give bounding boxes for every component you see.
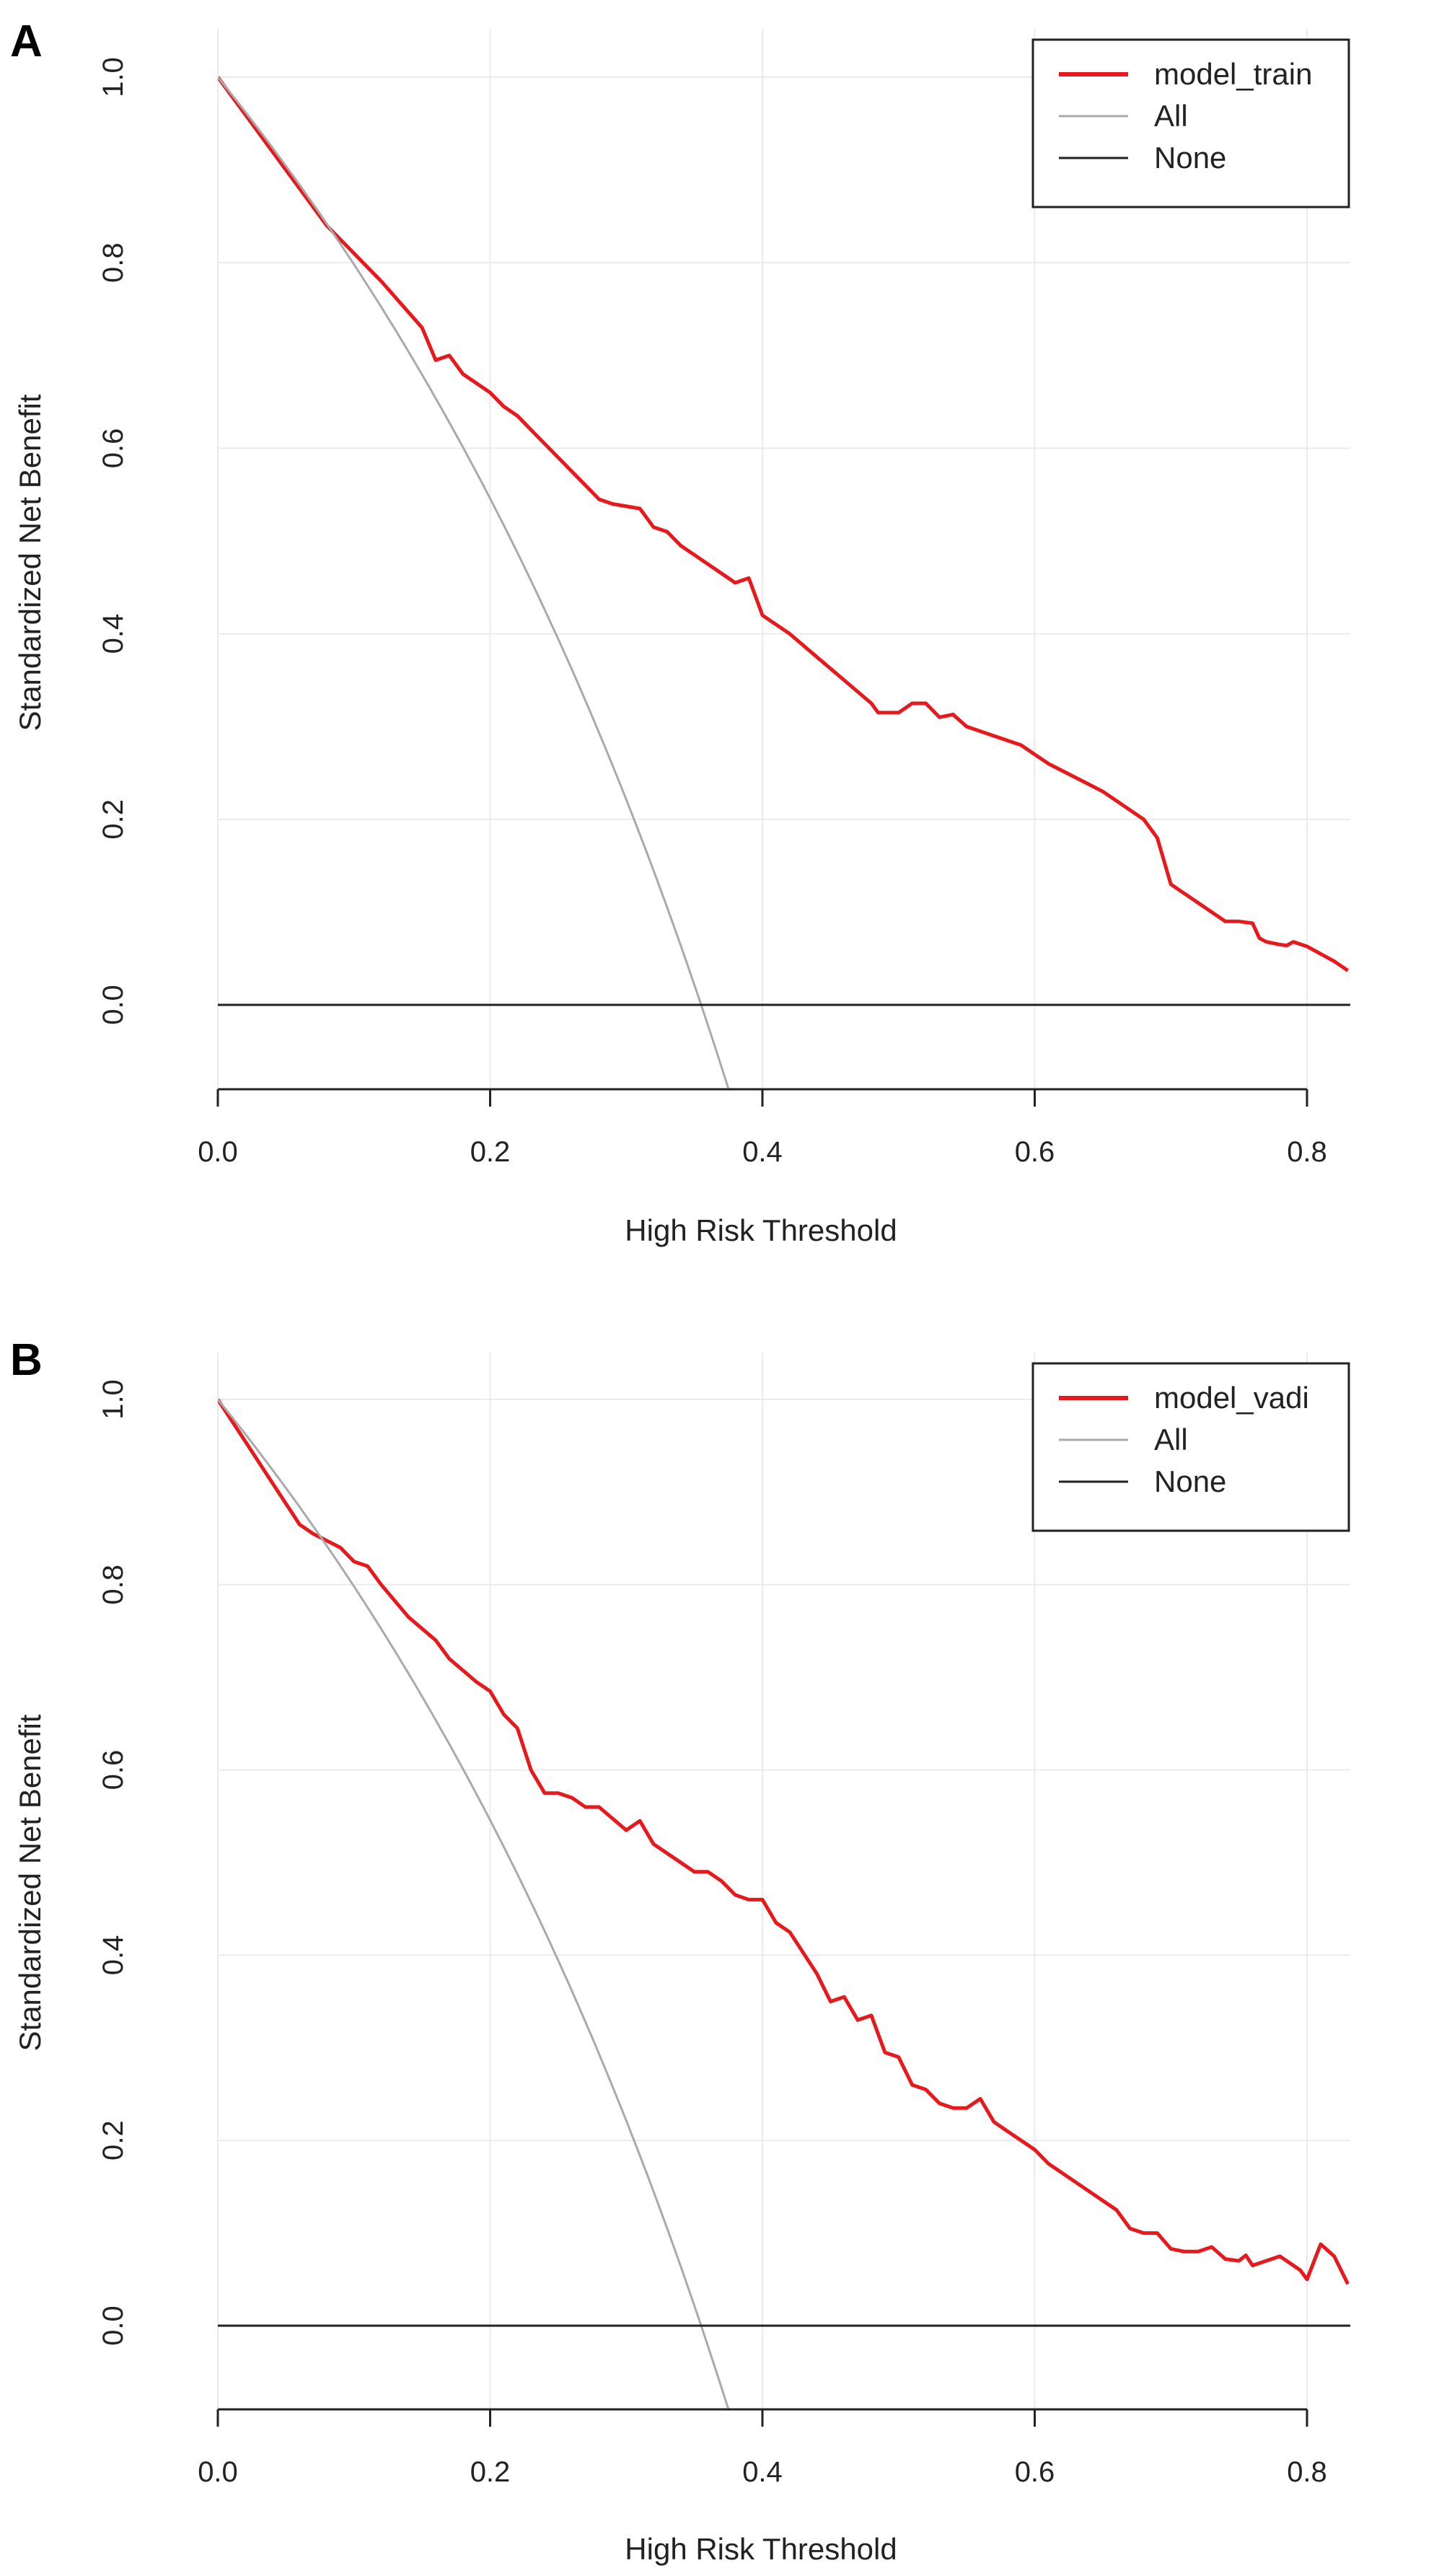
plot-lines [218,1398,1350,2409]
panel-label: A [10,17,43,66]
y-tick-label: 0.0 [97,985,129,1025]
x-tick-label: 0.6 [1015,1136,1055,1168]
legend-box [1031,38,1350,208]
y-axis-title: Standardized Net Benefit [13,1714,47,2051]
y-tick-label: 0.4 [97,614,129,654]
panel-b: B 0.0 0.2 0.4 0.6 0.8 0.0 0.2 0.4 0.6 0.8 1.0 Hig… [10,1335,1350,2566]
x-tick-label: 0.8 [1287,2456,1327,2488]
legend-label: model_vadi [1154,1381,1309,1415]
y-tick-label: 0.8 [97,1565,129,1605]
x-tick-label: 0.2 [470,1136,511,1168]
legend-label: All [1154,1423,1188,1456]
x-tick-label: 0.8 [1287,1136,1327,1168]
x-tick-label: 0.4 [742,1136,783,1168]
legend-label: model_train [1154,57,1312,91]
y-tick-label: 0.6 [97,428,129,469]
y-tick-label: 0.4 [97,1935,129,1976]
series-line-model-train [218,76,1350,972]
x-axis-title: High Risk Threshold [625,2532,897,2566]
y-tick-label: 1.0 [97,57,129,97]
x-axis: 0.0 0.2 0.4 0.6 0.8 [198,1088,1327,1168]
series-line-all [218,76,730,1089]
series-line-model-vadi [218,1398,1350,2285]
y-tick-label: 1.0 [97,1379,129,1420]
panel-label: B [10,1335,43,1385]
y-axis: 0.0 0.2 0.4 0.6 0.8 1.0 [97,57,129,1025]
x-tick-label: 0.6 [1015,2456,1055,2488]
x-axis-title: High Risk Threshold [625,1213,897,1247]
x-axis: 0.0 0.2 0.4 0.6 0.8 [198,2408,1327,2488]
y-tick-label: 0.2 [97,2120,129,2160]
legend-label: All [1154,99,1188,133]
y-tick-label: 0.6 [97,1750,129,1790]
legend-label: None [1154,141,1226,175]
y-tick-label: 0.8 [97,242,129,283]
panel-a: A 0.0 0.2 0.4 0.6 0.8 0.0 0.2 0.4 0.6 0.8 1.0 Hig… [10,17,1350,1247]
x-tick-label: 0.0 [198,2456,238,2488]
legend-box [1031,1362,1350,1532]
x-tick-label: 0.4 [742,2456,783,2488]
legend: model_train All None [1031,38,1350,208]
x-tick-label: 0.2 [470,2456,511,2488]
y-tick-label: 0.0 [97,2305,129,2346]
y-axis-title: Standardized Net Benefit [13,394,47,731]
y-axis: 0.0 0.2 0.4 0.6 0.8 1.0 [97,1379,129,2346]
legend: model_vadi All None [1031,1362,1350,1532]
legend-label: None [1154,1464,1226,1498]
x-tick-label: 0.0 [198,1136,238,1168]
plot-lines [218,76,1350,1089]
y-tick-label: 0.2 [97,799,129,840]
series-line-all [218,1399,730,2409]
